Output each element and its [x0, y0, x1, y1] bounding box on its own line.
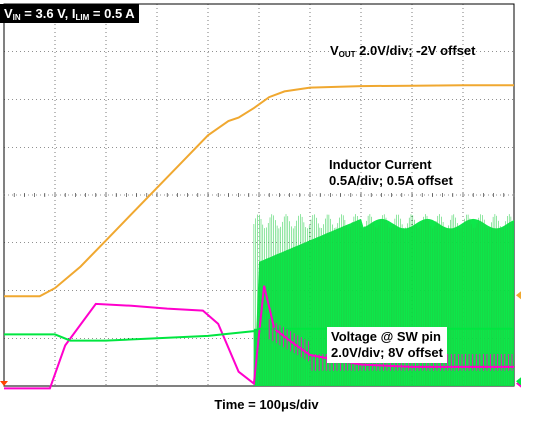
vout-label: VOUT 2.0V/div; -2V offset	[330, 43, 476, 59]
sw-marker	[516, 377, 521, 386]
sw-voltage-label: Voltage @ SW pin 2.0V/div; 8V offset	[327, 327, 447, 363]
test-conditions: VIN = 3.6 V, ILIM = 0.5 A	[0, 4, 139, 23]
time-axis-label: Time = 100μs/div	[214, 397, 319, 412]
vout-trace	[4, 84, 514, 298]
vout-marker	[516, 291, 521, 300]
inductor-current-label: Inductor Current 0.5A/div; 0.5A offset	[329, 157, 453, 188]
trigger-marker	[0, 381, 8, 386]
